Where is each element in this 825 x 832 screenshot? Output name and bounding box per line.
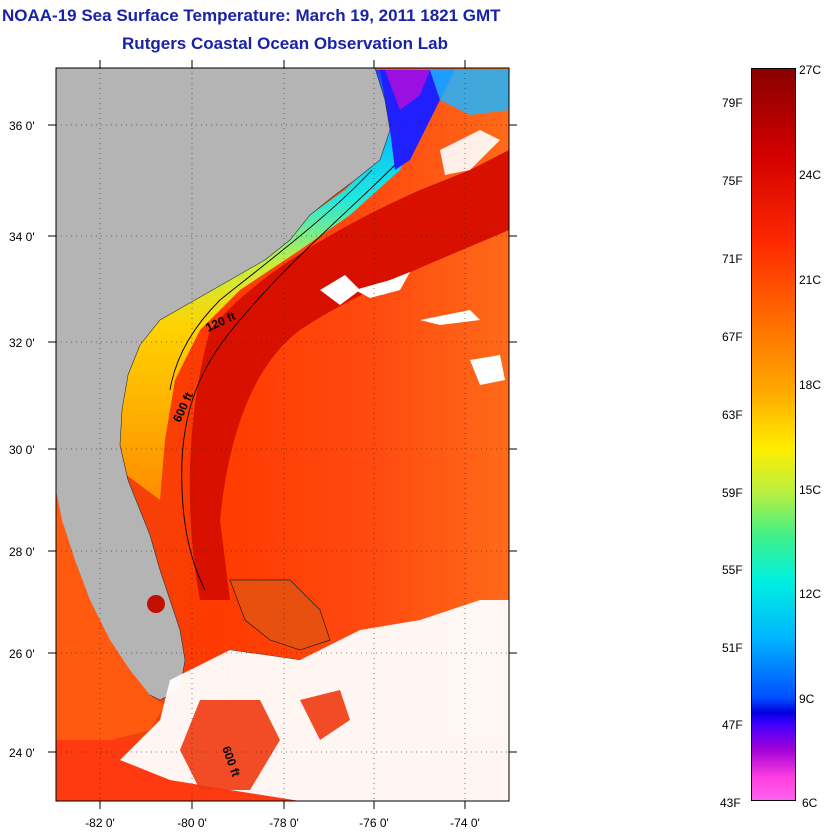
cloud-patch <box>355 272 410 298</box>
lat-label: 26 0' <box>9 647 35 661</box>
colorbar-label-f: 67F <box>722 330 743 344</box>
isobath-120ft <box>169 169 373 391</box>
map-subtitle: Rutgers Coastal Ocean Observation Lab <box>122 34 448 53</box>
cloud-patch <box>470 355 505 385</box>
lon-label: -76 0' <box>359 816 389 830</box>
map-title: NOAA-19 Sea Surface Temperature: March 1… <box>2 6 501 25</box>
colorbar-label-c: 9C <box>799 692 815 706</box>
lat-label: 28 0' <box>9 545 35 559</box>
gulf-stream <box>189 150 509 600</box>
sst-patch <box>180 700 280 790</box>
sst-patch <box>300 690 350 740</box>
lat-label: 36 0' <box>9 119 35 133</box>
bahamas-bank <box>229 579 331 651</box>
colorbar-label-f: 51F <box>722 641 743 655</box>
colorbar-label-c: 15C <box>799 483 822 497</box>
colorbar-label-f: 43F <box>720 796 741 810</box>
temperature-colorbar <box>751 68 796 801</box>
lat-label: 30 0' <box>9 443 35 457</box>
gulf-of-mexico-water <box>56 490 165 740</box>
lat-label: 24 0' <box>9 746 35 760</box>
cloud-patch <box>320 275 360 305</box>
colorbar-label-c: 21C <box>799 273 822 287</box>
colorbar-label-c: 24C <box>799 168 822 182</box>
lat-label: 32 0' <box>9 336 35 350</box>
lon-label: -74 0' <box>450 816 480 830</box>
colorbar-label-c: 12C <box>799 587 822 601</box>
colorbar-label-f: 71F <box>722 252 743 266</box>
colorbar-label-c: 6C <box>802 796 818 810</box>
colorbar-label-f: 55F <box>722 563 743 577</box>
lake-okeechobee <box>147 595 165 613</box>
lat-label: 34 0' <box>9 230 35 244</box>
colorbar-label-f: 47F <box>722 718 743 732</box>
colorbar-label-f: 75F <box>722 174 743 188</box>
colorbar-label-f: 79F <box>722 96 743 110</box>
lon-label: -82 0' <box>85 816 115 830</box>
lon-label: -80 0' <box>177 816 207 830</box>
colorbar-label-f: 63F <box>722 408 743 422</box>
north-cool-water <box>430 70 509 115</box>
axis-ticks <box>48 60 517 809</box>
map-grid <box>56 68 509 801</box>
colorbar-label-c: 18C <box>799 378 822 392</box>
colorbar-label-c: 27C <box>799 63 822 77</box>
coldest-water-patch <box>385 70 430 110</box>
isobath-600ft <box>181 164 396 591</box>
map-frame <box>55 67 510 802</box>
colorbar-label-f: 59F <box>722 486 743 500</box>
cloud-patch <box>440 130 500 175</box>
lon-label: -78 0' <box>269 816 299 830</box>
